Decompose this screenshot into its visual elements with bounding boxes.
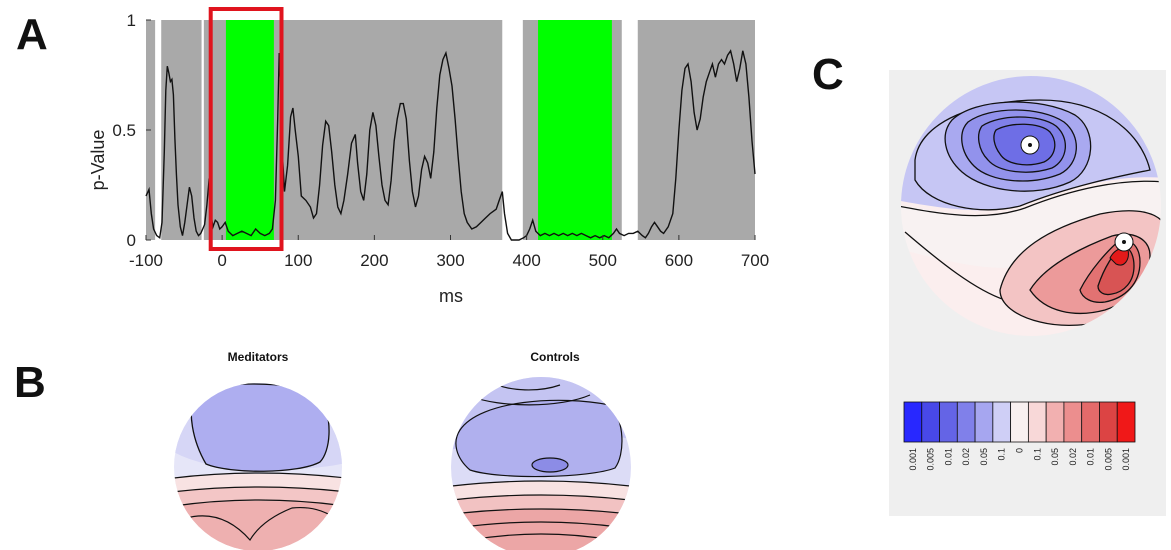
colorbar-segment-1 — [921, 401, 940, 443]
difference-topomap-panel: 0.001 0.005 0.01 0.02 0.05 0.1 0 0.1 0.05 0.02 0.0… — [889, 70, 1166, 516]
colorbar-label-2: 0.01 — [943, 448, 953, 466]
x-tick-label: 300 — [436, 251, 464, 270]
colorbar-label-9: 0.02 — [1068, 448, 1078, 466]
colorbar-label-5: 0.1 — [997, 448, 1007, 461]
colorbar-segment-12 — [1116, 401, 1136, 443]
x-axis-label: ms — [439, 286, 463, 306]
significant-window-1 — [538, 20, 612, 240]
x-tick-label: 0 — [217, 251, 226, 270]
colorbar-segment-2 — [939, 401, 958, 443]
y-tick-label: 1 — [127, 11, 136, 30]
colorbar-segment-4 — [974, 401, 994, 443]
panel-label-c: C — [812, 50, 844, 99]
colorbar-label-4: 0.05 — [979, 448, 989, 466]
pvalue-series-line — [145, 49, 756, 241]
colorbar — [903, 401, 1136, 443]
meditators-topomap: Meditators — [174, 350, 342, 550]
panel-label-b: B — [14, 358, 46, 407]
colorbar-label-11: 0.005 — [1103, 448, 1113, 471]
y-axis-ticks: 00.51 — [112, 11, 151, 250]
meditators-title: Meditators — [228, 350, 289, 364]
colorbar-segment-8 — [1045, 401, 1065, 443]
colorbar-label-10: 0.01 — [1086, 448, 1096, 466]
colorbar-label-7: 0.1 — [1032, 448, 1042, 461]
y-tick-label: 0.5 — [112, 121, 136, 140]
white-band-1 — [201, 20, 204, 240]
y-tick-label: 0 — [127, 231, 136, 250]
colorbar-segment-9 — [1063, 401, 1083, 443]
colorbar-label-3: 0.02 — [961, 448, 971, 466]
pvalue-chart: 00.51 -100 0 100 200 300 400 500 600 700 p-Value… — [88, 7, 769, 306]
x-tick-label: -100 — [129, 251, 163, 270]
x-tick-label: 600 — [665, 251, 693, 270]
y-axis-label: p-Value — [88, 130, 108, 191]
x-tick-label: 100 — [284, 251, 312, 270]
white-band-0 — [155, 20, 162, 240]
x-tick-label: 500 — [589, 251, 617, 270]
colorbar-label-12: 0.001 — [1121, 448, 1131, 471]
x-tick-label: 400 — [512, 251, 540, 270]
colorbar-segment-5 — [992, 401, 1012, 443]
colorbar-label-0: 0.001 — [908, 448, 918, 471]
colorbar-segment-6 — [1010, 401, 1029, 443]
colorbar-segment-3 — [956, 401, 976, 443]
x-tick-label: 700 — [741, 251, 769, 270]
colorbar-label-6: 0 — [1015, 448, 1025, 453]
colorbar-segment-0 — [903, 401, 923, 443]
significant-window-0 — [225, 20, 274, 240]
difference-topomap — [900, 75, 1162, 337]
white-band-3 — [621, 20, 638, 240]
panel-label-a: A — [16, 10, 48, 59]
controls-title: Controls — [530, 350, 580, 364]
colorbar-segment-11 — [1099, 401, 1118, 443]
colorbar-segment-10 — [1081, 401, 1100, 443]
colorbar-label-1: 0.005 — [926, 448, 936, 471]
white-band-2 — [502, 20, 523, 240]
colorbar-segment-7 — [1027, 401, 1047, 443]
highlight-window-box — [208, 7, 284, 251]
colorbar-labels: 0.001 0.005 0.01 0.02 0.05 0.1 0 0.1 0.05 0.02 0.0… — [908, 448, 1131, 471]
nonsignificant-bands — [155, 20, 638, 240]
x-axis-ticks: -100 0 100 200 300 400 500 600 700 — [129, 235, 769, 270]
colorbar-label-8: 0.05 — [1050, 448, 1060, 466]
x-tick-label: 200 — [360, 251, 388, 270]
controls-topomap: Controls — [451, 350, 631, 550]
significant-windows — [225, 20, 612, 240]
